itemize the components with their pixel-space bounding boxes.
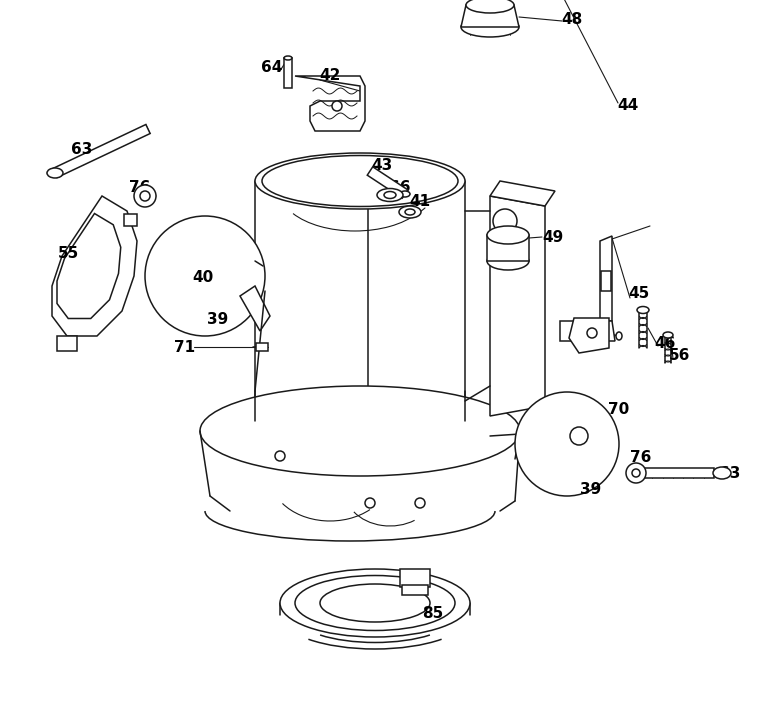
Bar <box>284 58 292 88</box>
Polygon shape <box>295 76 365 131</box>
Circle shape <box>275 451 285 461</box>
Text: 46: 46 <box>655 335 676 350</box>
Polygon shape <box>52 196 137 336</box>
Text: 43: 43 <box>372 157 393 172</box>
Text: 49: 49 <box>543 231 564 245</box>
Ellipse shape <box>377 188 403 201</box>
Ellipse shape <box>616 332 622 340</box>
Polygon shape <box>461 5 519 27</box>
Ellipse shape <box>487 226 529 244</box>
Circle shape <box>632 469 640 477</box>
Ellipse shape <box>399 206 421 218</box>
Text: 55: 55 <box>57 245 78 260</box>
Ellipse shape <box>384 192 396 198</box>
Text: 41: 41 <box>409 193 430 208</box>
Text: 66: 66 <box>389 180 411 195</box>
Bar <box>402 585 428 595</box>
Polygon shape <box>57 336 77 351</box>
Circle shape <box>570 427 588 445</box>
Text: 71: 71 <box>174 340 195 355</box>
Ellipse shape <box>400 191 410 197</box>
Polygon shape <box>490 196 545 416</box>
Text: 76: 76 <box>129 180 151 195</box>
Ellipse shape <box>461 17 519 37</box>
Text: 70: 70 <box>608 402 630 417</box>
Ellipse shape <box>262 156 458 206</box>
Ellipse shape <box>284 56 292 60</box>
Circle shape <box>493 209 517 233</box>
Polygon shape <box>487 235 529 261</box>
Text: 44: 44 <box>617 97 639 112</box>
Polygon shape <box>600 236 612 321</box>
Ellipse shape <box>713 467 731 479</box>
Bar <box>256 343 268 351</box>
Circle shape <box>515 392 619 496</box>
Text: 85: 85 <box>423 606 444 622</box>
Text: 40: 40 <box>192 270 213 285</box>
Polygon shape <box>367 167 408 198</box>
Circle shape <box>626 463 646 483</box>
Text: 56: 56 <box>670 348 691 363</box>
Ellipse shape <box>280 569 470 637</box>
Polygon shape <box>560 321 615 341</box>
Ellipse shape <box>466 0 514 13</box>
Text: 39: 39 <box>208 311 229 327</box>
Ellipse shape <box>47 168 63 178</box>
Ellipse shape <box>637 306 649 314</box>
Circle shape <box>140 191 150 201</box>
Ellipse shape <box>663 332 673 338</box>
Ellipse shape <box>320 584 430 622</box>
Text: 64: 64 <box>261 61 283 76</box>
Circle shape <box>145 216 265 336</box>
Text: 39: 39 <box>580 482 601 497</box>
Ellipse shape <box>200 386 520 476</box>
Circle shape <box>332 101 342 111</box>
Circle shape <box>365 498 375 508</box>
Bar <box>601 271 611 291</box>
Polygon shape <box>240 286 270 331</box>
Ellipse shape <box>405 209 415 215</box>
Polygon shape <box>124 214 137 226</box>
Text: 63: 63 <box>719 466 741 480</box>
Bar <box>400 569 430 587</box>
Polygon shape <box>57 213 121 319</box>
Text: 48: 48 <box>561 12 583 27</box>
Polygon shape <box>490 181 555 206</box>
Ellipse shape <box>487 252 529 270</box>
Text: 42: 42 <box>319 68 341 84</box>
Ellipse shape <box>295 575 455 630</box>
Text: 63: 63 <box>71 141 93 156</box>
Polygon shape <box>642 468 714 478</box>
Circle shape <box>587 328 597 338</box>
Ellipse shape <box>255 153 465 209</box>
Circle shape <box>415 498 425 508</box>
Polygon shape <box>569 318 609 353</box>
Text: 45: 45 <box>628 286 650 301</box>
Circle shape <box>134 185 156 207</box>
Polygon shape <box>53 125 151 177</box>
Text: 76: 76 <box>630 451 652 466</box>
